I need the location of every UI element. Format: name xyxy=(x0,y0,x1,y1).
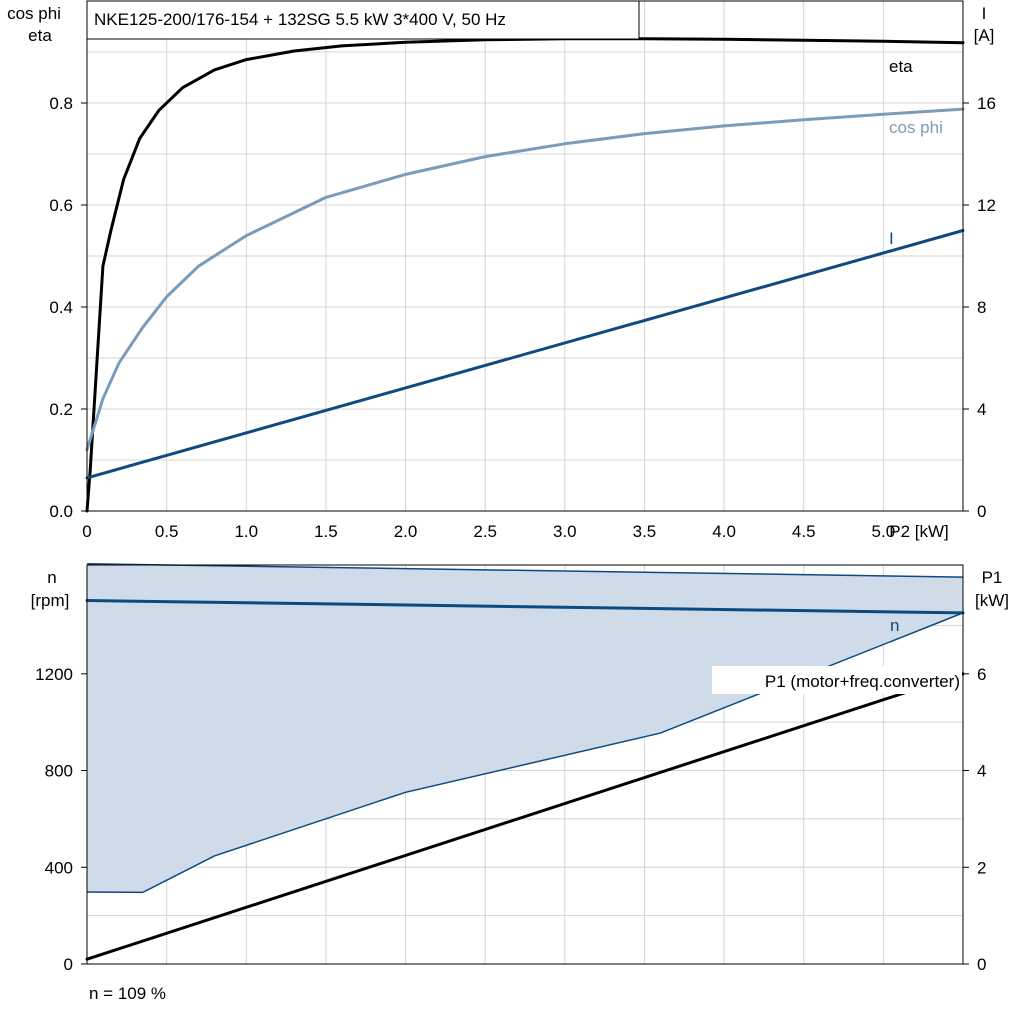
lower-right-tick-label: 6 xyxy=(977,665,986,684)
x-tick-label: 3.5 xyxy=(633,522,657,541)
eta-line xyxy=(85,37,965,513)
lower-left-tick-label: 1200 xyxy=(35,665,73,684)
operating-band-area xyxy=(87,563,963,893)
lower-right-tick-label: 0 xyxy=(977,955,986,974)
x-axis-label: P2 [kW] xyxy=(889,522,949,541)
lower-plot-frame xyxy=(86,564,964,965)
p1-label-backdrop xyxy=(712,666,962,694)
x-tick-label: 4.0 xyxy=(712,522,736,541)
upper-right-axis-label-2: [A] xyxy=(974,26,995,45)
lower-series xyxy=(85,563,965,961)
lower-left-axis-label-2: [rpm] xyxy=(31,591,70,610)
upper-left-tick-label: 0.2 xyxy=(49,400,73,419)
upper-left-axis-label-1: cos phi xyxy=(7,4,61,23)
x-tick-label: 0.5 xyxy=(155,522,179,541)
lower-right-tick-label: 2 xyxy=(977,858,986,877)
lower-right-axis-label-1: P1 xyxy=(982,568,1003,587)
p1-line xyxy=(85,672,965,961)
upper-right-tick-label: 12 xyxy=(977,196,996,215)
upper-left-axis-label-2: eta xyxy=(28,26,52,45)
series-label-current: I xyxy=(889,229,894,248)
x-tick-label: 1.5 xyxy=(314,522,338,541)
operating-band-upper-edge xyxy=(86,563,964,578)
upper-chart: 0 0.5 1.0 1.5 2.0 2.5 3.0 3.5 4.0 4.5 5.0 0.0 0.2 0.4… xyxy=(7,0,996,541)
upper-left-tick-label: 0.0 xyxy=(49,502,73,521)
series-label-eta: eta xyxy=(889,57,913,76)
upper-right-tick-label: 8 xyxy=(977,298,986,317)
lower-tick-labels: 0 400 800 1200 0 2 4 6 xyxy=(35,665,986,974)
speed-line xyxy=(85,599,965,615)
upper-tick-labels: 0 0.5 1.0 1.5 2.0 2.5 3.0 3.5 4.0 4.5 5.0 0.0 0.2 0.4… xyxy=(49,94,996,541)
lower-left-tick-label: 0 xyxy=(64,955,73,974)
upper-right-axis-label-1: I xyxy=(982,4,987,23)
lower-left-tick-label: 800 xyxy=(45,762,73,781)
chart-title: NKE125-200/176-154 + 132SG 5.5 kW 3*400 … xyxy=(94,10,506,29)
x-tick-label: 5.0 xyxy=(872,522,896,541)
upper-left-tick-label: 0.6 xyxy=(49,196,73,215)
series-label-p1: P1 (motor+freq.converter) xyxy=(765,672,960,691)
x-tick-label: 3.0 xyxy=(553,522,577,541)
series-label-cos-phi: cos phi xyxy=(889,118,943,137)
footer-note: n = 109 % xyxy=(89,984,166,1003)
x-tick-label: 4.5 xyxy=(792,522,816,541)
upper-left-tick-label: 0.4 xyxy=(49,298,73,317)
x-tick-label: 1.0 xyxy=(234,522,258,541)
lower-left-tick-label: 400 xyxy=(45,858,73,877)
current-line xyxy=(85,229,965,480)
x-tick-label: 0 xyxy=(82,522,91,541)
x-tick-label: 2.0 xyxy=(394,522,418,541)
upper-right-tick-label: 0 xyxy=(977,502,986,521)
series-label-speed: n xyxy=(890,616,899,635)
lower-chart: 0 400 800 1200 0 2 4 6 n [rpm] P1 [kW] n P1 (mo… xyxy=(31,563,1009,974)
lower-left-axis-label-1: n xyxy=(47,568,56,587)
upper-series xyxy=(85,37,965,513)
lower-right-tick-label: 4 xyxy=(977,762,986,781)
x-tick-label: 2.5 xyxy=(473,522,497,541)
upper-grid xyxy=(87,0,964,511)
title-box xyxy=(86,0,640,40)
upper-left-tick-label: 0.8 xyxy=(49,94,73,113)
lower-right-axis-label-2: [kW] xyxy=(975,591,1009,610)
operating-band-lower-edge xyxy=(86,612,964,894)
upper-right-tick-label: 16 xyxy=(977,94,996,113)
upper-right-tick-label: 4 xyxy=(977,400,986,419)
cos-phi-line xyxy=(85,107,965,452)
